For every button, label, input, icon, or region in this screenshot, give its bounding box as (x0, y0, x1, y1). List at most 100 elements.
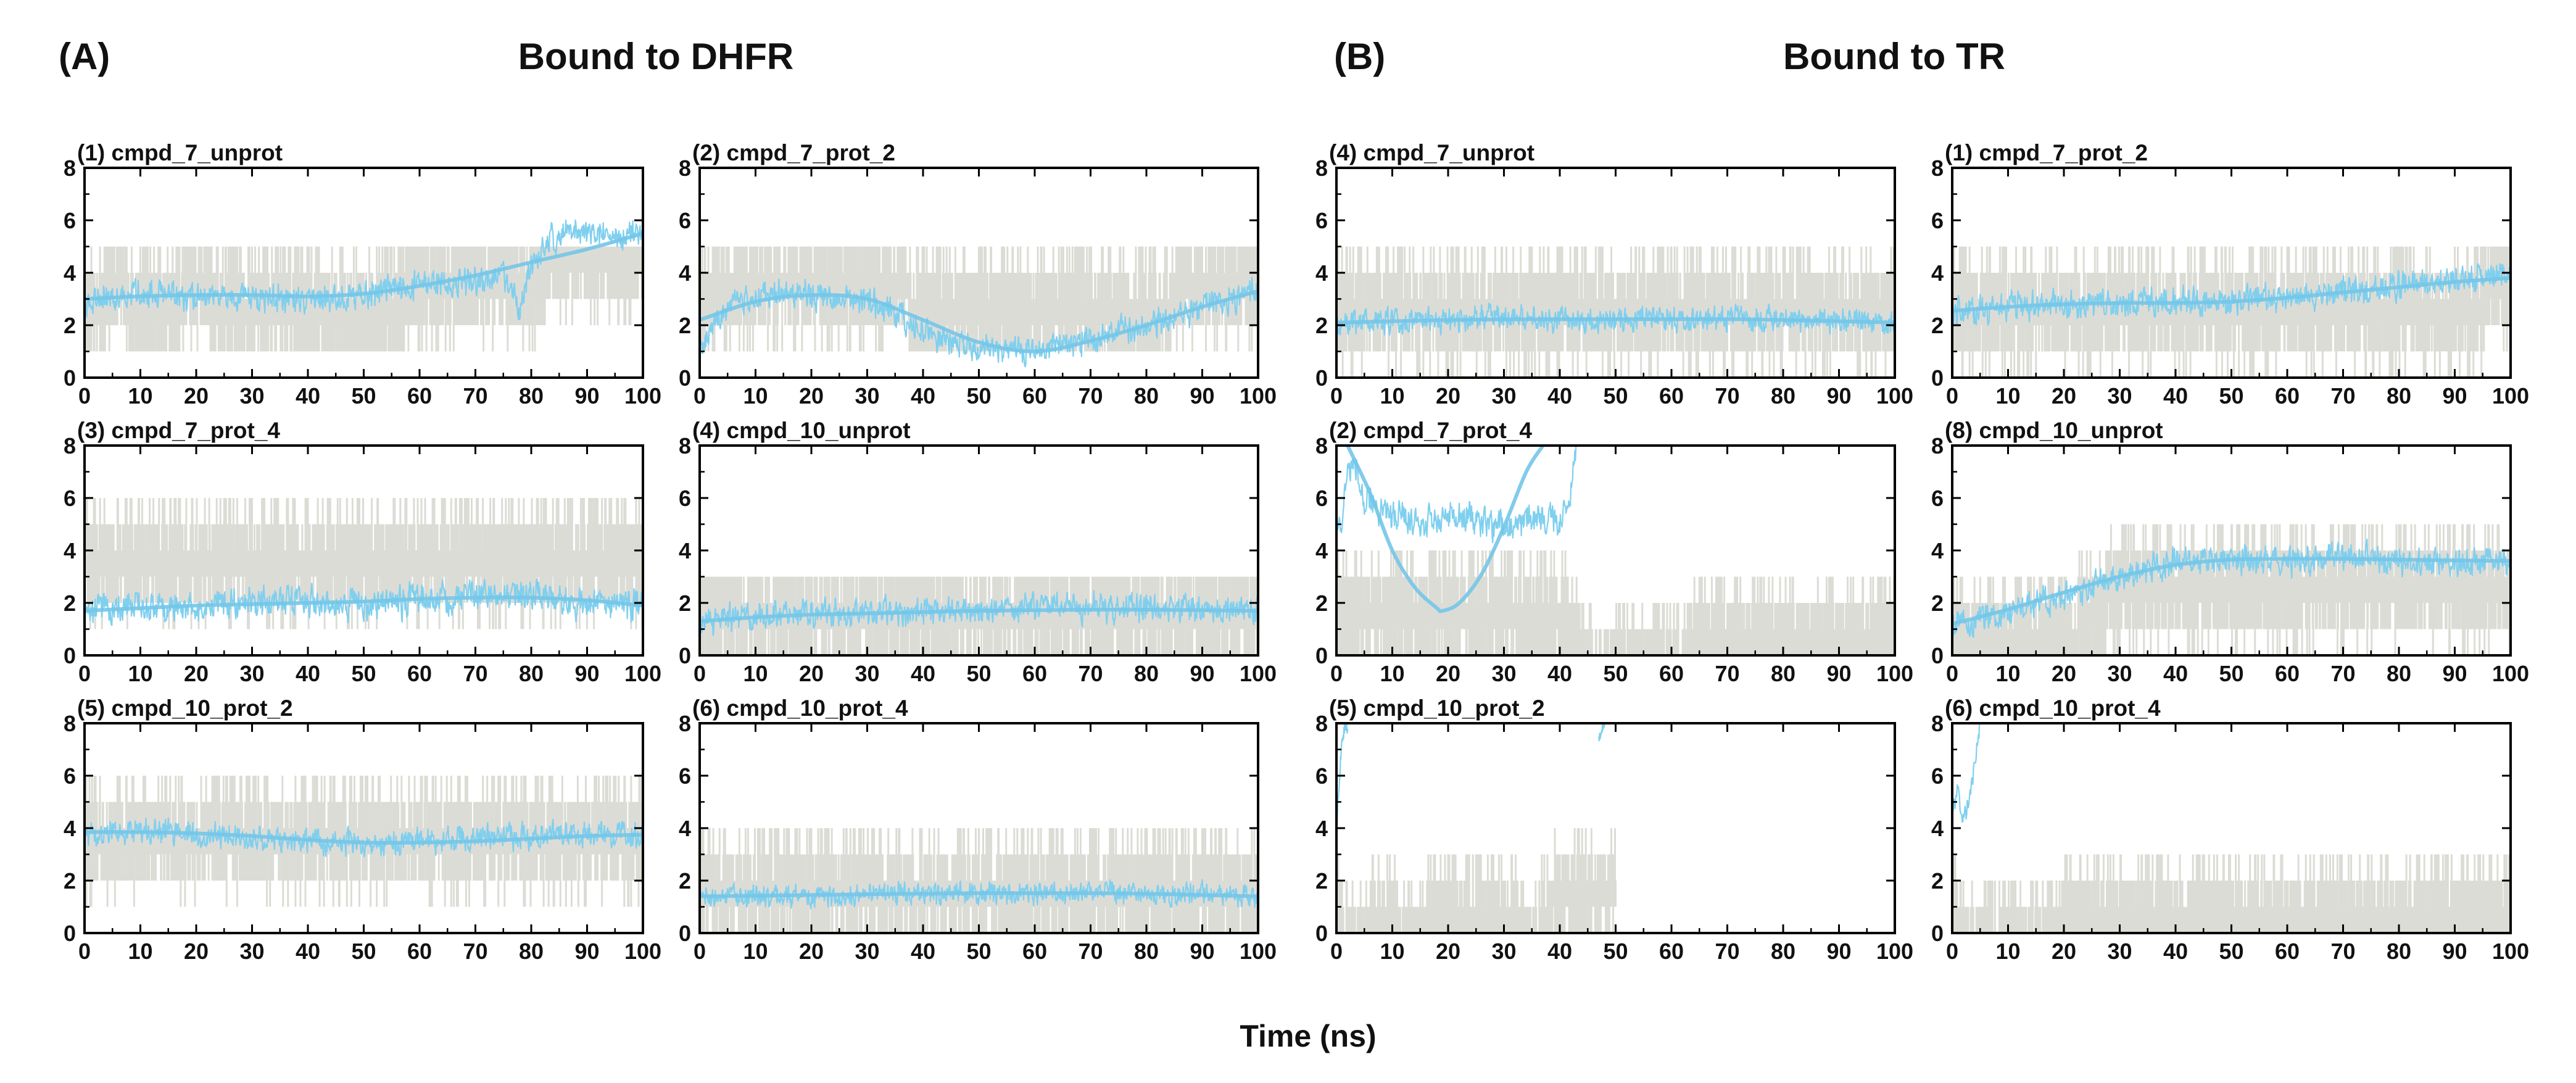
plot-area (700, 576, 1258, 655)
x-tick-label: 70 (1078, 383, 1103, 409)
fit-curve (1336, 317, 1895, 325)
y-tick-label: 6 (64, 486, 76, 511)
x-tick-label: 60 (1659, 383, 1684, 409)
y-tick-label: 4 (1315, 538, 1328, 563)
x-tick-label: 20 (2052, 383, 2076, 409)
x-tick-label: 100 (2492, 661, 2529, 686)
x-tick-label: 50 (2219, 661, 2243, 686)
x-tick-label: 80 (1771, 939, 1795, 964)
subplot-title: (6) cmpd_10_prot_4 (692, 695, 908, 721)
x-tick-label: 50 (2219, 383, 2243, 409)
x-tick-label: 0 (694, 939, 706, 964)
x-tick-label: 10 (128, 383, 152, 409)
x-tick-label: 90 (1826, 383, 1851, 409)
y-tick-label: 0 (679, 643, 691, 668)
y-tick-label: 6 (1315, 486, 1328, 511)
x-tick-label: 30 (239, 939, 264, 964)
x-tick-label: 60 (407, 383, 432, 409)
x-tick-label: 60 (2275, 939, 2300, 964)
fit-curve (85, 830, 643, 845)
x-tick-label: 40 (2163, 383, 2188, 409)
x-tick-label: 30 (855, 939, 879, 964)
x-tick-label: 40 (1547, 383, 1572, 409)
y-tick-label: 2 (1931, 591, 1944, 616)
x-tick-label: 0 (694, 661, 706, 686)
y-tick-label: 0 (679, 365, 691, 391)
fit-curve (1346, 446, 1545, 613)
y-tick-label: 0 (64, 365, 76, 391)
x-tick-label: 80 (1771, 661, 1795, 686)
x-tick-label: 10 (1380, 661, 1404, 686)
y-tick-label: 4 (1931, 816, 1944, 841)
subplot-title: (2) cmpd_7_prot_4 (1329, 418, 1532, 443)
fit-curve (1952, 557, 2511, 626)
x-tick-label: 30 (239, 383, 264, 409)
y-tick-label: 8 (1315, 156, 1328, 181)
x-tick-label: 90 (2442, 661, 2467, 686)
raw-contacts-series (1336, 828, 1617, 933)
y-tick-label: 4 (1931, 538, 1944, 563)
x-tick-label: 100 (1876, 661, 1913, 686)
x-tick-label: 40 (911, 661, 935, 686)
x-tick-label: 100 (2492, 939, 2529, 964)
x-tick-label: 40 (911, 383, 935, 409)
x-tick-label: 0 (78, 383, 91, 409)
x-tick-label: 70 (463, 661, 487, 686)
x-tick-label: 60 (1022, 661, 1047, 686)
x-tick-label: 70 (1078, 939, 1103, 964)
y-tick-label: 4 (64, 816, 76, 841)
x-tick-label: 40 (1547, 661, 1572, 686)
raw-contacts-series (85, 246, 643, 352)
x-tick-label: 20 (2052, 939, 2076, 964)
y-tick-label: 8 (64, 156, 76, 181)
running-average-series (1336, 446, 1577, 544)
x-tick-label: 20 (184, 383, 209, 409)
x-tick-label: 30 (1491, 661, 1516, 686)
y-tick-label: 0 (1315, 365, 1328, 391)
y-tick-label: 4 (1315, 816, 1328, 841)
x-tick-label: 30 (2107, 939, 2132, 964)
y-tick-label: 6 (679, 486, 691, 511)
y-tick-label: 4 (1931, 260, 1944, 286)
x-tick-label: 80 (519, 661, 544, 686)
x-tick-label: 30 (1491, 939, 1516, 964)
y-tick-label: 4 (679, 260, 691, 286)
plot-area (1952, 246, 2511, 378)
y-tick-label: 6 (679, 208, 691, 233)
x-tick-label: 100 (1240, 939, 1277, 964)
x-tick-label: 60 (2275, 383, 2300, 409)
axis-ticks: 0 10 20 30 40 50 60 70 80 90 100 0 2 4 6 8 (64, 711, 661, 964)
x-tick-label: 60 (2275, 661, 2300, 686)
y-tick-label: 6 (64, 208, 76, 233)
y-tick-label: 2 (1315, 591, 1328, 616)
subplot: (3) cmpd_7_prot_40 10 20 30 40 50 60 70 80 90 1000… (64, 418, 661, 686)
x-tick-label: 100 (624, 661, 661, 686)
plot-area (85, 498, 643, 629)
fit-curve (700, 891, 1258, 898)
x-tick-label: 50 (1603, 661, 1628, 686)
fit-curve (85, 595, 643, 613)
y-tick-label: 8 (1315, 433, 1328, 459)
x-tick-label: 70 (1715, 661, 1739, 686)
x-tick-label: 70 (463, 383, 487, 409)
plot-area (700, 246, 1258, 368)
x-tick-label: 90 (574, 939, 599, 964)
subplot-title: (4) cmpd_10_unprot (692, 418, 911, 443)
x-tick-label: 20 (1436, 661, 1460, 686)
y-tick-label: 2 (1315, 313, 1328, 338)
x-tick-label: 70 (2330, 383, 2355, 409)
x-tick-label: 0 (1946, 383, 1958, 409)
x-tick-label: 70 (2330, 939, 2355, 964)
x-tick-label: 90 (1826, 661, 1851, 686)
subplot: (1) cmpd_7_prot_20 10 20 30 40 50 60 70 80 90 1000… (1931, 140, 2529, 409)
x-tick-label: 0 (1330, 939, 1343, 964)
x-tick-label: 20 (799, 661, 824, 686)
subplot: (5) cmpd_10_prot_20 10 20 30 40 50 60 70 80 90 100… (64, 695, 661, 964)
x-tick-label: 20 (799, 383, 824, 409)
y-tick-label: 2 (64, 313, 76, 338)
y-tick-label: 0 (1931, 365, 1944, 391)
y-tick-label: 8 (1931, 433, 1944, 459)
axis-ticks: 0 10 20 30 40 50 60 70 80 90 100 0 2 4 6 8 (1931, 711, 2529, 964)
x-tick-label: 0 (78, 661, 91, 686)
